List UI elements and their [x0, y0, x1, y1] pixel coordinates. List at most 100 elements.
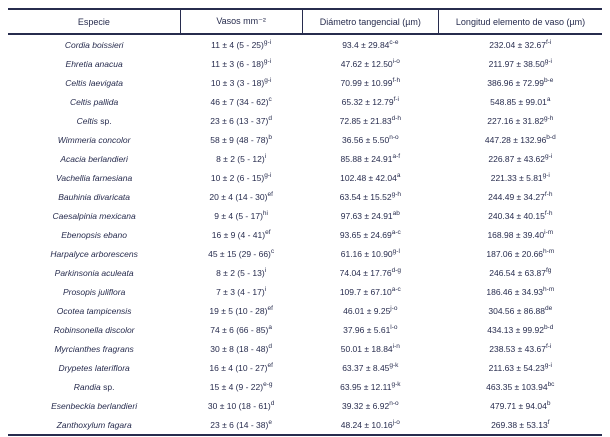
vessels-group-letters: ef	[265, 228, 271, 236]
vessels-value: 9 ± 4 (5 - 17)	[214, 210, 263, 221]
table-row: Cordia boissieri 11 ± 4 (5 - 25)g-i 93.4 ±…	[8, 34, 602, 54]
diameter-value: 63.95 ± 12.11	[340, 381, 392, 392]
length-group-letters: f-i	[545, 342, 552, 350]
vessels-value: 8 ± 2 (5 - 13)	[216, 267, 265, 278]
diameter-cell: 93.65 ± 24.69a-c	[302, 225, 439, 244]
species-cell: Bauhinia divaricata	[8, 187, 180, 206]
length-cell: 227.16 ± 31.82g-h	[439, 111, 602, 130]
diameter-group-letters: c-e	[389, 38, 399, 46]
diameter-group-letters: f-h	[392, 76, 401, 84]
column-header-vasos: Vasos mm⁻²	[179, 9, 303, 35]
diameter-cell: 65.32 ± 12.79f-i	[302, 92, 439, 111]
length-cell: 226.87 ± 43.62g-i	[439, 149, 602, 168]
species-name: Ehretia anacua	[65, 58, 123, 69]
table-row: Caesalpinia mexicana 9 ± 4 (5 - 17)hi 97.6…	[8, 206, 602, 225]
species-cell: Celtis pallida	[8, 92, 180, 111]
length-cell: 186.46 ± 34.93h-m	[439, 282, 602, 301]
vessels-group-letters: d	[268, 114, 272, 122]
vessels-cell: 8 ± 2 (5 - 13)i	[180, 263, 302, 282]
vessels-value: 58 ± 9 (48 - 78)	[210, 134, 269, 145]
length-group-letters: h-m	[543, 285, 555, 293]
diameter-cell: 46.01 ± 9.25j-o	[302, 301, 439, 320]
vessels-group-letters: c	[270, 247, 275, 255]
species-name: Prosopis juliflora	[62, 286, 126, 297]
length-value: 479.71 ± 94.04	[490, 400, 547, 411]
length-group-letters: b-d	[546, 133, 556, 141]
length-cell: 386.96 ± 72.99b-e	[439, 73, 602, 92]
diameter-group-letters: l-o	[390, 323, 398, 331]
length-value: 211.97 ± 38.50	[488, 58, 545, 69]
species-name: Ebenopsis ebano	[61, 229, 127, 240]
diameter-group-letters: a	[396, 171, 401, 179]
length-group-letters: f-h	[544, 190, 553, 198]
diameter-value: 61.16 ± 10.90	[340, 248, 393, 259]
table-row: Randia sp. 15 ± 4 (9 - 22)e-g 63.95 ± 12.1…	[8, 377, 602, 396]
vessels-value: 10 ± 3 (3 - 18)	[210, 77, 265, 88]
column-header-longitud: Longitud elemento de vaso (µm)	[438, 9, 602, 35]
species-name: Randia	[73, 381, 101, 392]
diameter-group-letters: i-n	[392, 342, 400, 350]
diameter-cell: 63.37 ± 8.45g-k	[302, 358, 439, 377]
length-cell: 447.28 ± 132.96b-d	[439, 130, 602, 149]
table-row: Drypetes lateriflora 16 ± 4 (10 - 27)ef 63…	[8, 358, 602, 377]
length-group-letters: f-i	[545, 38, 552, 46]
length-group-letters: de	[545, 304, 553, 312]
vessels-cell: 9 ± 4 (5 - 17)hi	[180, 206, 302, 225]
vessels-value: 8 ± 2 (5 - 12)	[216, 153, 265, 164]
length-value: 221.33 ± 5.81	[490, 172, 543, 183]
diameter-cell: 36.56 ± 5.50n-o	[302, 130, 439, 149]
species-name: Vachellia farnesiana	[56, 172, 133, 183]
species-name: Harpalyce arborescens	[50, 248, 138, 259]
length-group-letters: b-e	[543, 76, 554, 84]
length-value: 186.46 ± 34.93	[486, 286, 544, 297]
table-row: Robinsonella discolor 74 ± 6 (66 - 85)a 37…	[8, 320, 602, 339]
vessels-cell: 30 ± 8 (18 - 48)d	[180, 339, 302, 358]
vessels-value: 16 ± 4 (10 - 27)	[209, 362, 268, 373]
vessels-value: 19 ± 5 (10 - 28)	[209, 305, 268, 316]
species-cell: Celtis sp.	[8, 111, 180, 130]
diameter-group-letters: i-o	[392, 57, 400, 65]
species-cell: Vachellia farnesiana	[8, 168, 180, 187]
vessels-group-letters: g-i	[263, 57, 272, 65]
length-value: 211.63 ± 54.23	[488, 362, 545, 373]
species-cell: Zanthoxylum fagara	[8, 415, 180, 435]
species-name: Cordia boissieri	[64, 39, 124, 50]
length-cell: 246.54 ± 63.87fg	[439, 263, 602, 282]
table-row: Bauhinia divaricata 20 ± 4 (14 - 30)ef 63.…	[8, 187, 602, 206]
length-value: 269.38 ± 53.13	[491, 419, 548, 430]
length-group-letters: g-i	[544, 361, 552, 369]
vessels-value: 23 ± 6 (14 - 38)	[210, 419, 269, 430]
length-value: 227.16 ± 31.82	[487, 115, 544, 126]
vessels-value: 11 ± 3 (6 - 18)	[211, 58, 264, 69]
vessels-group-letters: g-i	[264, 171, 272, 179]
length-value: 548.85 ± 99.01	[490, 96, 547, 107]
diameter-value: 48.24 ± 10.16	[340, 419, 393, 430]
diameter-group-letters: j-o	[392, 418, 400, 426]
length-cell: 221.33 ± 5.81g-i	[439, 168, 602, 187]
species-name: Parkinsonia aculeata	[54, 267, 134, 278]
species-name: Bauhinia divaricata	[58, 191, 131, 202]
length-value: 434.13 ± 99.92	[487, 324, 544, 335]
column-header-especie: Especie	[8, 9, 181, 35]
column-header-diametro: Diámetro tangencial (µm)	[301, 9, 439, 35]
wood-anatomy-table-container: Especie Vasos mm⁻² Diámetro tangencial (…	[8, 8, 602, 436]
vessels-group-letters: i	[264, 152, 267, 160]
vessels-cell: 23 ± 6 (13 - 37)d	[180, 111, 302, 130]
length-cell: 463.35 ± 103.94bc	[439, 377, 602, 396]
length-cell: 240.34 ± 40.15f-h	[439, 206, 602, 225]
length-group-letters: f	[547, 418, 550, 426]
diameter-cell: 50.01 ± 18.84i-n	[302, 339, 439, 358]
species-cell: Ocotea tampicensis	[8, 301, 180, 320]
species-cell: Parkinsonia aculeata	[8, 263, 180, 282]
length-group-letters: b	[546, 399, 551, 407]
diameter-cell: 61.16 ± 10.90g-l	[302, 244, 439, 263]
vessels-cell: 16 ± 4 (10 - 27)ef	[180, 358, 302, 377]
vessels-group-letters: b	[268, 133, 272, 141]
species-cell: Myrcianthes fragrans	[8, 339, 180, 358]
vessels-value: 46 ± 7 (34 - 62)	[210, 96, 269, 107]
diameter-value: 47.62 ± 12.50	[340, 58, 393, 69]
length-cell: 211.63 ± 54.23g-i	[439, 358, 602, 377]
diameter-group-letters: g-k	[391, 380, 401, 388]
vessels-value: 23 ± 6 (13 - 37)	[210, 115, 269, 126]
vessels-group-letters: d	[268, 342, 272, 350]
